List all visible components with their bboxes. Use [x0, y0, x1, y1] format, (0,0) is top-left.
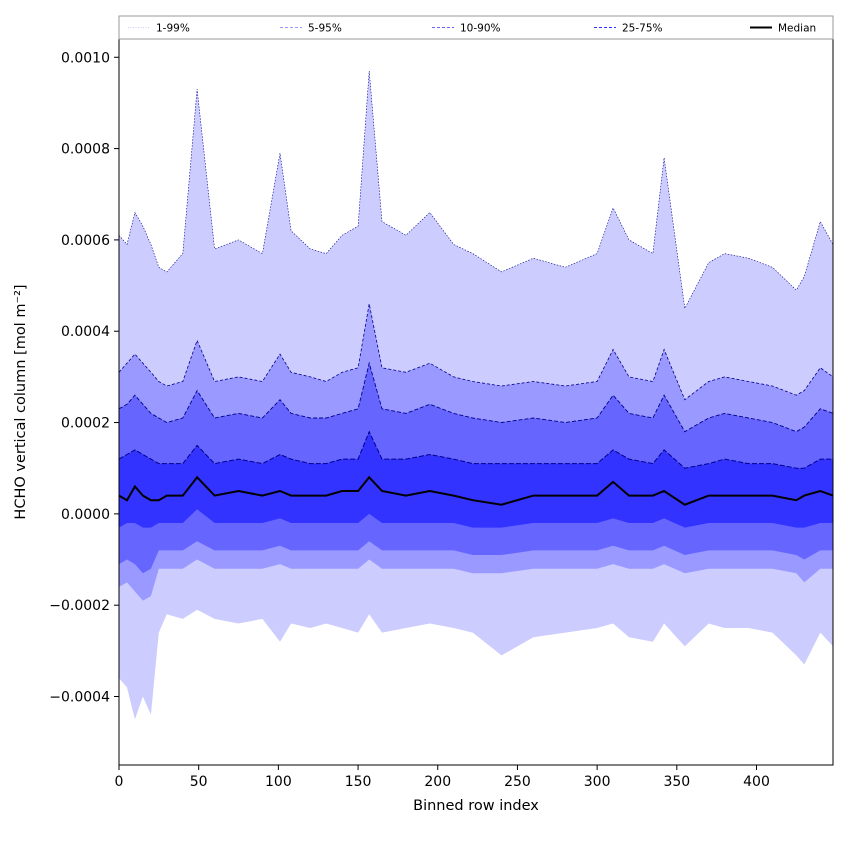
line-median [119, 475, 833, 506]
x-tick-label: 100 [265, 774, 292, 790]
legend-label: 10-90% [460, 23, 501, 35]
y-tick-label: −0.0004 [49, 690, 110, 706]
band-25-75 [119, 431, 833, 528]
percentile-lines [119, 70, 833, 506]
y-axis-ticks: −0.0004 −0.0002 0.0000 0.0002 0.0004 0.0006 0.… [49, 50, 119, 706]
x-tick-label: 350 [663, 774, 690, 790]
legend-frame [118, 15, 834, 40]
x-tick-label: 200 [424, 774, 451, 790]
x-axis-label: Binned row index [413, 798, 539, 814]
x-tick-label: 400 [743, 774, 770, 790]
y-tick-label: 0.0006 [61, 233, 110, 249]
line-p95 [119, 303, 833, 401]
legend-label: 25-75% [622, 23, 663, 35]
y-axis-label: HCHO vertical column [mol m⁻²] [13, 284, 29, 519]
line-p75 [119, 430, 833, 469]
x-tick-label: 0 [115, 774, 124, 790]
line-p90 [119, 361, 833, 433]
y-tick-label: 0.0002 [61, 416, 110, 432]
x-tick-label: 150 [345, 774, 372, 790]
y-tick-label: 0.0008 [61, 142, 110, 158]
legend-label: 1-99% [156, 23, 190, 35]
x-axis-ticks: 0 50 100 150 200 250 300 350 400 [115, 765, 770, 790]
x-tick-label: 250 [504, 774, 531, 790]
y-tick-label: 0.0000 [61, 507, 110, 523]
legend-label: 5-95% [308, 23, 342, 35]
legend-label: Median [778, 23, 816, 35]
y-tick-label: −0.0002 [49, 598, 110, 614]
y-tick-label: 0.0004 [61, 324, 110, 340]
x-tick-label: 300 [584, 774, 611, 790]
y-tick-label: 0.0010 [61, 50, 110, 66]
legend: 1-99% 5-95% 10-90% 25-75% Median [118, 15, 834, 40]
x-tick-label: 50 [190, 774, 208, 790]
